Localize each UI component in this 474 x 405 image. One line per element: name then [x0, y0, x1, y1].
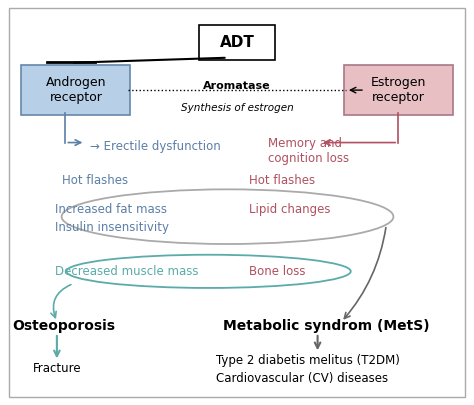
FancyBboxPatch shape: [199, 25, 275, 60]
FancyBboxPatch shape: [21, 65, 130, 115]
Text: Synthesis of estrogen: Synthesis of estrogen: [181, 103, 293, 113]
Text: Decreased muscle mass: Decreased muscle mass: [55, 265, 198, 278]
Text: ADT: ADT: [219, 35, 255, 50]
Text: Bone loss: Bone loss: [249, 265, 305, 278]
Text: Metabolic syndrom (MetS): Metabolic syndrom (MetS): [223, 319, 429, 333]
Text: Osteoporosis: Osteoporosis: [12, 319, 115, 333]
Text: Insulin insensitivity: Insulin insensitivity: [55, 221, 169, 234]
Text: Aromatase: Aromatase: [203, 81, 271, 91]
Text: Type 2 diabetis melitus (T2DM): Type 2 diabetis melitus (T2DM): [216, 354, 400, 367]
Text: Fracture: Fracture: [33, 362, 82, 375]
FancyBboxPatch shape: [344, 65, 453, 115]
FancyBboxPatch shape: [9, 8, 465, 397]
Text: Hot flashes: Hot flashes: [249, 174, 315, 187]
Text: Increased fat mass: Increased fat mass: [55, 203, 166, 216]
Text: Lipid changes: Lipid changes: [249, 203, 330, 216]
Text: Androgen
receptor: Androgen receptor: [46, 76, 106, 104]
Text: Cardiovascular (CV) diseases: Cardiovascular (CV) diseases: [216, 372, 388, 385]
Text: Memory and
cognition loss: Memory and cognition loss: [268, 136, 349, 165]
Text: → Erectile dysfunction: → Erectile dysfunction: [90, 140, 221, 153]
Text: Hot flashes: Hot flashes: [62, 174, 128, 187]
Text: Estrogen
receptor: Estrogen receptor: [371, 76, 426, 104]
